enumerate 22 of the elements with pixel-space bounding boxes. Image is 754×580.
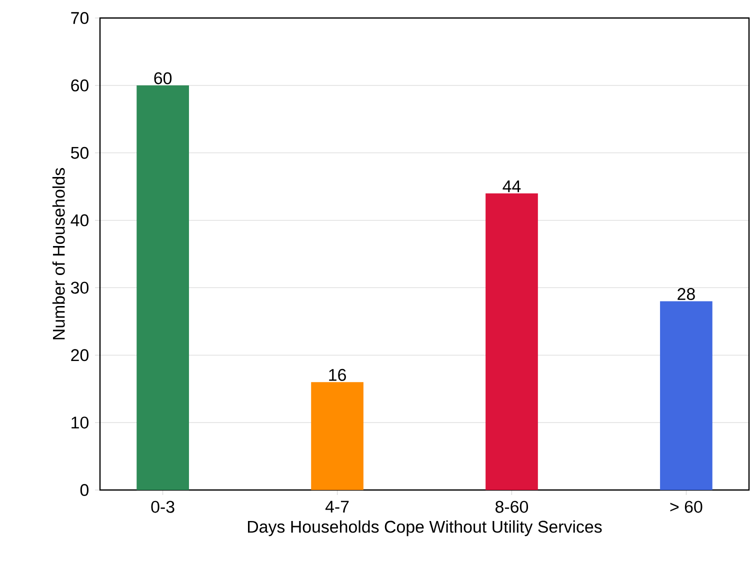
y-axis-title: Number of Households [52, 168, 65, 340]
bar [311, 382, 364, 490]
y-tick-label: 50 [70, 146, 88, 159]
bar [660, 301, 712, 490]
y-tick-label: 0 [80, 484, 88, 496]
x-tick-label: 8-60 [496, 500, 528, 513]
y-tick-label: 10 [72, 416, 88, 429]
y-tick-label: 30 [70, 282, 88, 294]
x-axis-title: Days Households Cope Without Utility Services [248, 520, 602, 536]
x-tick-label: 4-7 [325, 500, 349, 512]
data-label: 60 [154, 72, 172, 84]
data-label: 28 [678, 288, 695, 300]
data-label: 16 [329, 368, 346, 381]
bar [136, 85, 189, 490]
y-tick-label: 60 [71, 79, 88, 92]
x-tick-label: 0-3 [151, 500, 174, 513]
y-tick-label: 40 [70, 214, 88, 226]
y-tick-label: 70 [71, 12, 88, 24]
x-tick-label: > 60 [670, 500, 702, 513]
y-tick-label: 20 [71, 349, 88, 362]
bar [486, 193, 538, 490]
data-label: 44 [502, 180, 521, 192]
